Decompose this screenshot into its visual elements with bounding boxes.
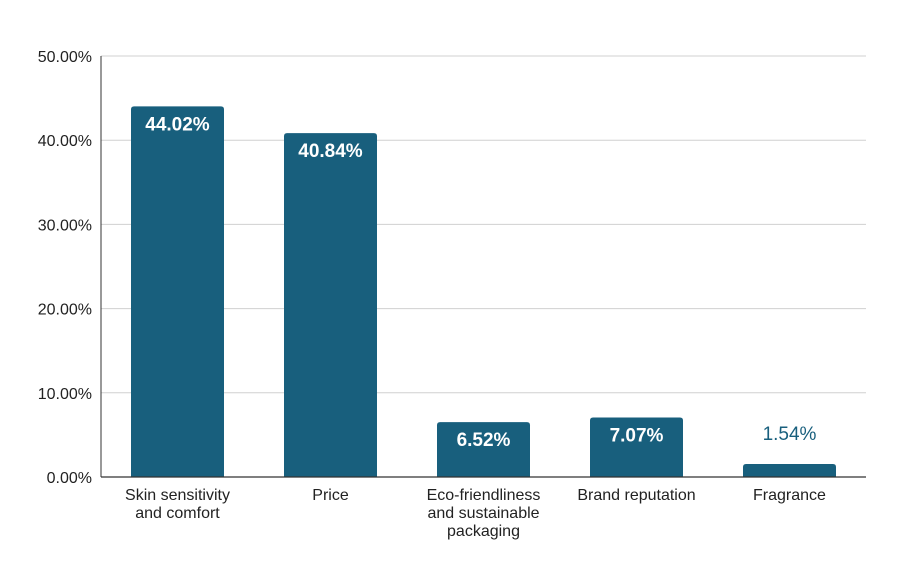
bar bbox=[284, 133, 377, 477]
bar bbox=[131, 106, 224, 478]
data-label: 1.54% bbox=[763, 424, 817, 445]
x-category-label: Fragrance bbox=[753, 487, 826, 504]
data-label: 40.84% bbox=[298, 141, 363, 162]
data-label: 44.02% bbox=[145, 114, 210, 135]
data-label: 7.07% bbox=[610, 425, 664, 446]
y-tick-label: 40.00% bbox=[38, 133, 92, 150]
bars: 44.02% 40.84% 6.52% 7.07% 1.54% bbox=[131, 106, 836, 478]
bar bbox=[743, 464, 836, 477]
gridlines bbox=[101, 55, 866, 394]
y-axis-tick-labels: 0.00% 10.00% 20.00% 30.00% 40.00% 50.00% bbox=[38, 49, 102, 487]
bar bbox=[590, 417, 683, 477]
x-category-label: Brand reputation bbox=[577, 487, 695, 504]
x-category-label: and sustainable bbox=[427, 505, 539, 522]
x-category-label: and comfort bbox=[135, 505, 220, 522]
y-tick-label: 0.00% bbox=[47, 470, 92, 487]
x-category-label: packaging bbox=[447, 523, 520, 540]
y-tick-label: 30.00% bbox=[38, 217, 92, 234]
y-tick-label: 10.00% bbox=[38, 386, 92, 403]
x-category-label: Eco-friendliness bbox=[427, 487, 541, 504]
x-category-label: Price bbox=[312, 487, 349, 504]
y-tick-label: 20.00% bbox=[38, 302, 92, 319]
bar bbox=[437, 422, 530, 477]
x-category-label: Skin sensitivity bbox=[125, 487, 230, 504]
y-tick-label: 50.00% bbox=[38, 49, 92, 66]
data-label: 6.52% bbox=[457, 430, 511, 451]
